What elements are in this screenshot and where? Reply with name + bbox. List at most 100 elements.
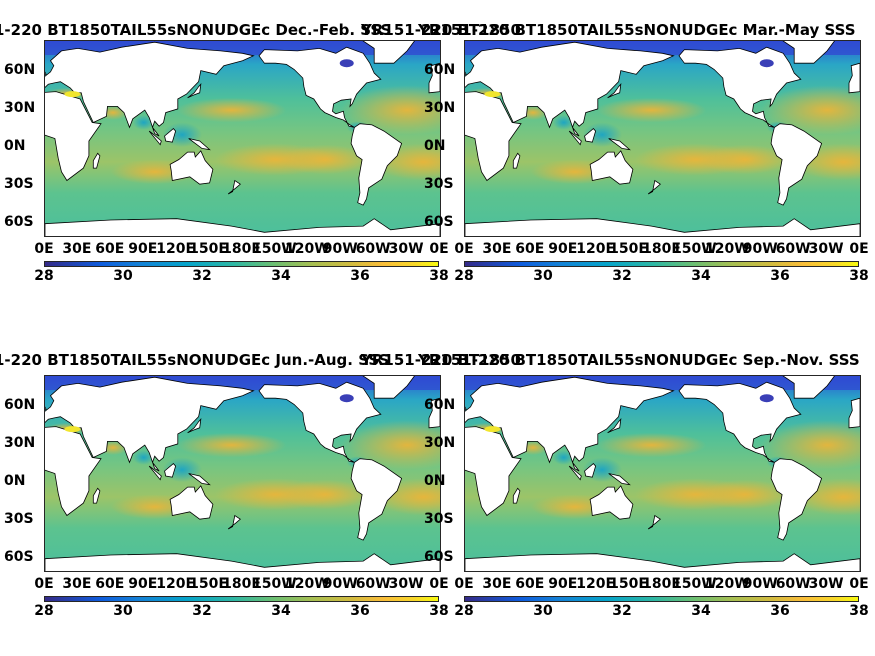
- colorbar-tick: 28: [454, 603, 474, 619]
- colorbar-tick: 28: [34, 603, 54, 619]
- longitude-label: 120E: [156, 241, 196, 257]
- longitude-label: 0E: [429, 576, 449, 592]
- land-greenland: [782, 376, 835, 399]
- land-nz: [227, 514, 241, 530]
- land-japan: [187, 82, 202, 99]
- longitude-label: 120E: [576, 576, 616, 592]
- longitude-label: 30E: [62, 576, 92, 592]
- land-tail: [428, 397, 440, 429]
- longitude-label: 60W: [355, 241, 391, 257]
- land-namerica: [678, 381, 802, 463]
- longitude-label: 150W: [252, 576, 297, 592]
- colorbar-tick: 32: [192, 603, 212, 619]
- longitude-label: 90W: [742, 576, 778, 592]
- land-samerica: [350, 458, 403, 541]
- longitude-label: 120W: [704, 241, 750, 257]
- longitude-label: 180E: [642, 576, 681, 592]
- longitude-label: 180E: [642, 241, 681, 257]
- colorbar-tick: 38: [429, 603, 449, 619]
- land-newguinea: [608, 473, 631, 486]
- colorbar: [464, 261, 859, 267]
- land-antarctica: [45, 218, 440, 236]
- longitude-label: 30W: [388, 576, 424, 592]
- land-eurasia: [465, 376, 675, 472]
- longitude-label: 90W: [322, 241, 358, 257]
- land-samerica: [350, 123, 403, 206]
- longitude-label: 120W: [284, 241, 330, 257]
- land-madagascar: [512, 152, 521, 169]
- land-sumatra: [148, 465, 162, 481]
- longitude-label: 90W: [742, 241, 778, 257]
- map-frame: [44, 40, 441, 237]
- latitude-label: 30S: [4, 176, 34, 192]
- land-tail: [848, 397, 860, 429]
- longitude-label: 0E: [34, 576, 54, 592]
- land-sumatra: [568, 130, 582, 146]
- land-tail: [428, 62, 440, 94]
- longitude-label: 90E: [128, 576, 158, 592]
- longitude-label: 30E: [482, 241, 512, 257]
- land-greenland: [782, 41, 835, 64]
- longitude-label: 60E: [95, 241, 125, 257]
- longitude-label: 150E: [609, 576, 648, 592]
- land-japan: [607, 417, 622, 434]
- panel-title-overlay: YR151-220 BT1850: [361, 21, 521, 39]
- panel-title: 1-220 BT1850TAIL55sNONUDGEc Jun.-Aug. SS…: [0, 351, 390, 369]
- colorbar-tick: 36: [770, 603, 790, 619]
- latitude-label: 60N: [424, 62, 456, 78]
- land-borneo: [584, 128, 597, 143]
- longitude-label: 30W: [388, 241, 424, 257]
- longitude-label: 0E: [429, 241, 449, 257]
- colorbar-tick: 30: [113, 268, 133, 284]
- land-samerica: [770, 458, 823, 541]
- land-eurasia: [465, 41, 675, 137]
- latitude-label: 60N: [4, 397, 36, 413]
- land-borneo: [164, 128, 177, 143]
- longitude-label: 120W: [284, 576, 330, 592]
- longitude-label: 180E: [222, 241, 261, 257]
- land-sumatra: [568, 465, 582, 481]
- colorbar-tick: 32: [612, 603, 632, 619]
- colorbar-tick: 38: [849, 603, 869, 619]
- land-uk: [465, 71, 467, 75]
- latitude-label: 0N: [4, 473, 26, 489]
- colorbar-tick: 38: [849, 268, 869, 284]
- land-uk: [45, 71, 47, 75]
- latitude-label: 30N: [4, 100, 36, 116]
- colorbar: [464, 596, 859, 602]
- colorbar-tick: 30: [533, 268, 553, 284]
- land-newguinea: [188, 473, 211, 486]
- land-australia: [589, 150, 634, 185]
- longitude-label: 150E: [189, 576, 228, 592]
- longitude-label: 150W: [672, 241, 717, 257]
- longitude-label: 150E: [189, 241, 228, 257]
- sss-map: [465, 376, 860, 571]
- longitude-label: 60E: [515, 576, 545, 592]
- land-nz: [227, 179, 241, 195]
- longitude-label: 30W: [808, 241, 844, 257]
- map-frame: [464, 40, 861, 237]
- colorbar-tick: 30: [533, 603, 553, 619]
- latitude-label: 0N: [424, 138, 446, 154]
- latitude-label: 0N: [4, 138, 26, 154]
- land-eurasia: [45, 41, 255, 137]
- land-greenland: [362, 376, 415, 399]
- longitude-label: 120E: [156, 576, 196, 592]
- longitude-label: 60E: [95, 576, 125, 592]
- land-madagascar: [92, 152, 101, 169]
- sss-map: [465, 41, 860, 236]
- latitude-label: 60N: [4, 62, 36, 78]
- longitude-label: 60W: [775, 576, 811, 592]
- longitude-label: 180E: [222, 576, 261, 592]
- map-frame: [44, 375, 441, 572]
- longitude-label: 30W: [808, 576, 844, 592]
- colorbar-tick: 28: [454, 268, 474, 284]
- land-uk: [465, 406, 467, 410]
- land-newguinea: [188, 138, 211, 151]
- land-japan: [607, 82, 622, 99]
- land-antarctica: [465, 553, 860, 571]
- colorbar-tick: 30: [113, 603, 133, 619]
- longitude-label: 0E: [849, 241, 869, 257]
- colorbar-tick: 34: [271, 603, 291, 619]
- latitude-label: 30S: [424, 511, 454, 527]
